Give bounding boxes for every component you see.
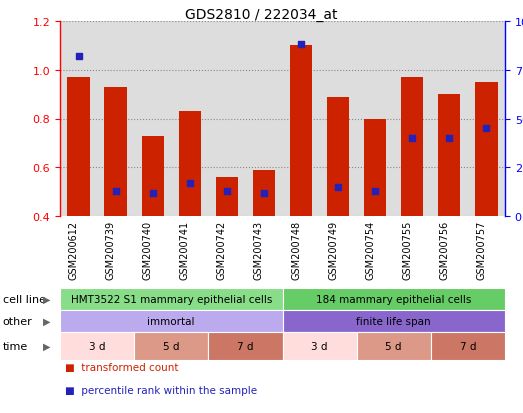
Bar xyxy=(142,136,164,216)
Point xyxy=(74,54,83,60)
Bar xyxy=(60,332,134,360)
Text: 3 d: 3 d xyxy=(89,341,105,351)
Point xyxy=(297,42,305,49)
Text: GSM200757: GSM200757 xyxy=(476,220,486,279)
Point xyxy=(260,190,268,197)
Bar xyxy=(179,112,201,216)
Text: 5 d: 5 d xyxy=(385,341,402,351)
Bar xyxy=(60,310,282,332)
Bar xyxy=(438,95,460,216)
Text: GSM200748: GSM200748 xyxy=(291,220,301,279)
Text: GSM200743: GSM200743 xyxy=(254,220,264,279)
Bar xyxy=(134,332,208,360)
Text: ■  transformed count: ■ transformed count xyxy=(65,362,179,372)
Bar xyxy=(327,97,349,216)
Point xyxy=(371,188,379,195)
Text: GSM200742: GSM200742 xyxy=(217,220,227,279)
Text: GSM200755: GSM200755 xyxy=(402,220,412,279)
Text: 7 d: 7 d xyxy=(237,341,254,351)
Bar xyxy=(357,332,431,360)
Point xyxy=(408,135,416,142)
Point xyxy=(445,135,453,142)
Text: 184 mammary epithelial cells: 184 mammary epithelial cells xyxy=(316,294,471,304)
Text: 7 d: 7 d xyxy=(460,341,476,351)
Text: GSM200754: GSM200754 xyxy=(365,220,375,279)
Text: ▶: ▶ xyxy=(43,341,51,351)
Text: ■  percentile rank within the sample: ■ percentile rank within the sample xyxy=(65,385,257,395)
Text: 3 d: 3 d xyxy=(311,341,328,351)
Text: time: time xyxy=(3,341,28,351)
Bar xyxy=(216,178,238,216)
Bar xyxy=(364,119,386,216)
Point xyxy=(334,184,343,191)
Bar xyxy=(67,78,89,216)
Bar xyxy=(401,78,424,216)
Point xyxy=(223,188,231,195)
Text: GSM200612: GSM200612 xyxy=(69,220,78,279)
Point xyxy=(149,190,157,197)
Bar xyxy=(282,310,505,332)
Point xyxy=(186,180,194,187)
Bar xyxy=(290,46,312,216)
Point xyxy=(482,126,491,132)
Bar xyxy=(253,170,275,216)
Bar xyxy=(282,288,505,310)
Point xyxy=(111,188,120,195)
Text: GSM200749: GSM200749 xyxy=(328,220,338,279)
Text: GSM200739: GSM200739 xyxy=(106,220,116,279)
Text: finite life span: finite life span xyxy=(357,316,431,326)
Bar xyxy=(282,332,357,360)
Text: HMT3522 S1 mammary epithelial cells: HMT3522 S1 mammary epithelial cells xyxy=(71,294,272,304)
Bar xyxy=(60,288,282,310)
Text: ▶: ▶ xyxy=(43,294,51,304)
Bar xyxy=(431,332,505,360)
Text: GSM200741: GSM200741 xyxy=(180,220,190,279)
Text: cell line: cell line xyxy=(3,294,46,304)
Text: other: other xyxy=(3,316,32,326)
Text: GSM200756: GSM200756 xyxy=(439,220,449,279)
Text: immortal: immortal xyxy=(147,316,195,326)
Bar xyxy=(475,83,497,216)
Bar xyxy=(105,88,127,216)
Bar xyxy=(208,332,282,360)
Text: GSM200740: GSM200740 xyxy=(143,220,153,279)
Text: 5 d: 5 d xyxy=(163,341,179,351)
Text: ▶: ▶ xyxy=(43,316,51,326)
Text: GDS2810 / 222034_at: GDS2810 / 222034_at xyxy=(185,8,338,22)
